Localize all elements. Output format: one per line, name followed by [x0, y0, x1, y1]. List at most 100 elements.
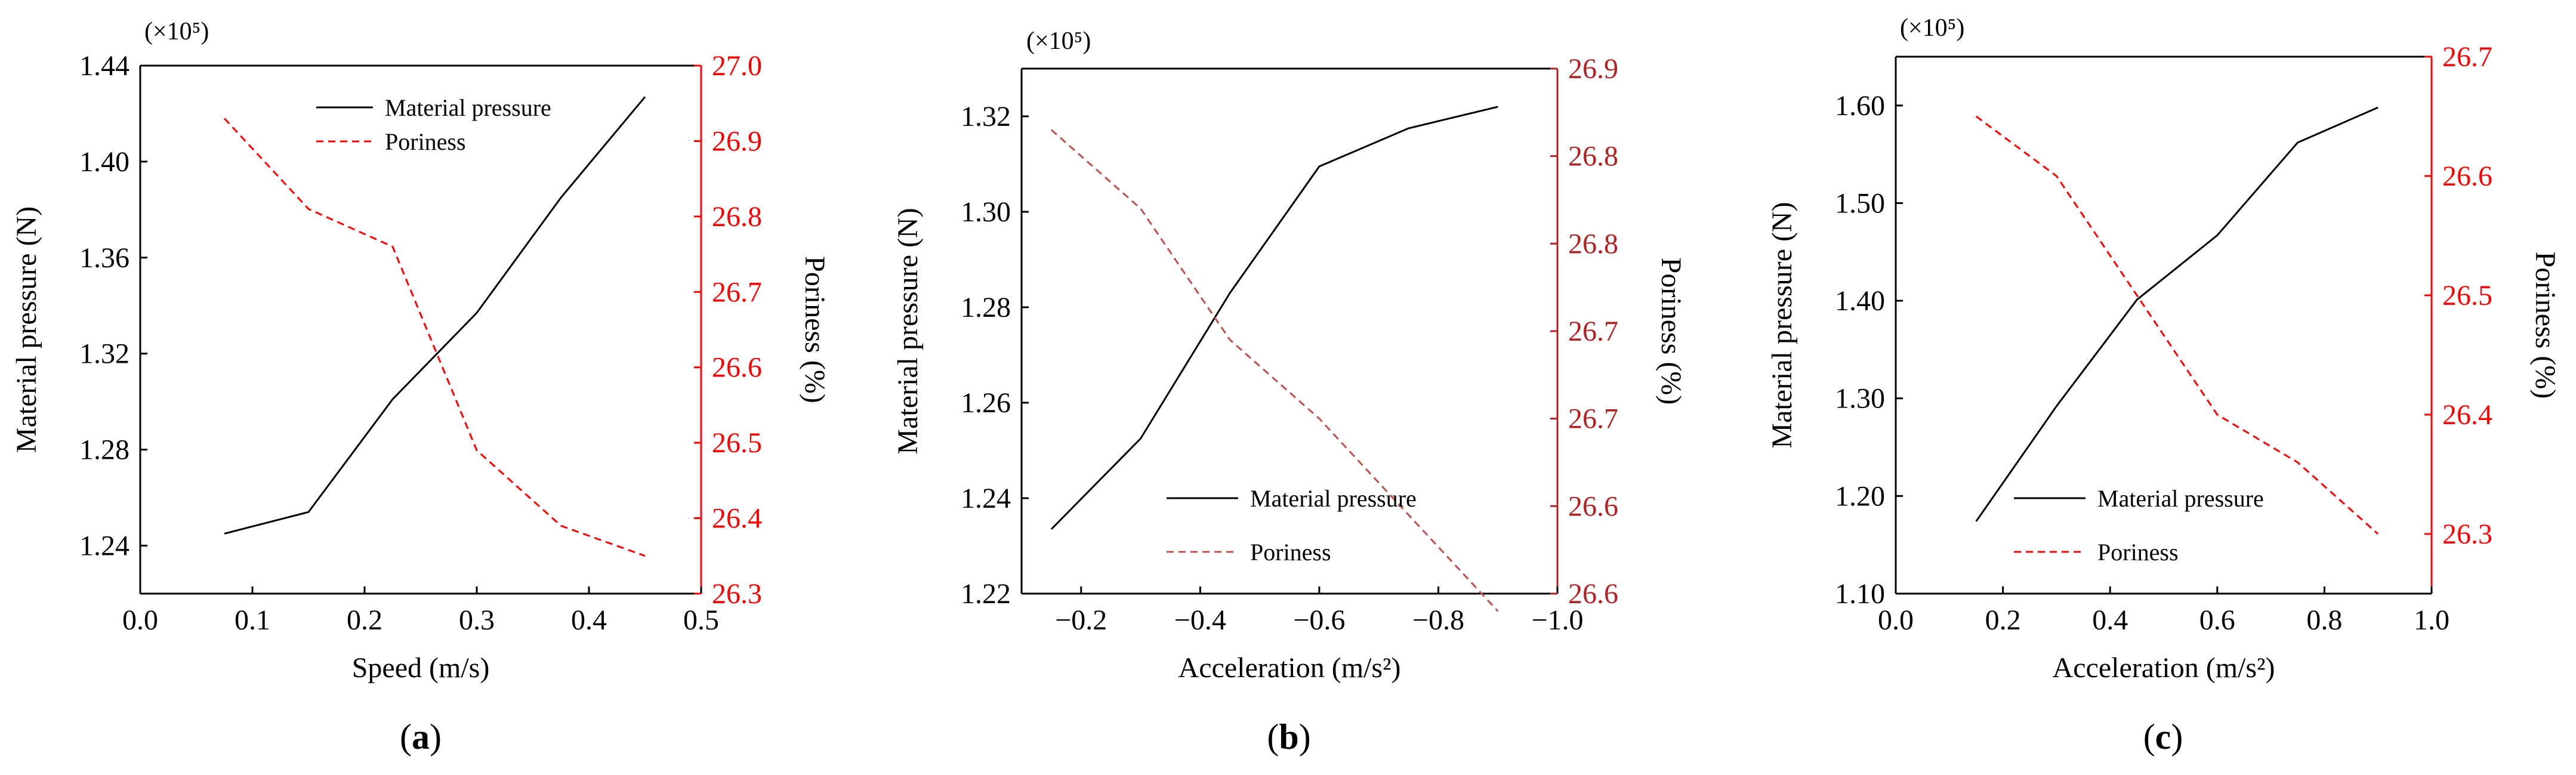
legend-label: Poriness: [2097, 539, 2179, 566]
data-point: [476, 311, 478, 314]
series-line-poriness: [1050, 129, 1499, 612]
y-right-tick-label: 26.9: [1568, 53, 1618, 85]
chart-panel-b: −0.2 −0.4 −0.6 −0.8 −1.0 1.22 1.24 1.26 1.28 1.30…: [892, 27, 1687, 757]
y-right-tick-label: 26.6: [1568, 578, 1618, 610]
y-left-tick-label: 1.28: [79, 434, 129, 466]
panel-label: (b): [1267, 717, 1310, 757]
data-point: [1229, 292, 1231, 294]
y-right-tick-label: 26.7: [1568, 403, 1618, 435]
y-right-tick-label: 26.4: [2442, 399, 2492, 431]
y-right-axis-title: Poriness (%): [2529, 252, 2561, 399]
y-left-tick-label: 1.30: [1835, 383, 1885, 415]
series-line-material-pressure: [1975, 106, 2378, 522]
y-right-tick-label: 26.7: [1568, 316, 1618, 347]
data-point: [2377, 533, 2379, 535]
series-line-material-pressure: [224, 96, 646, 535]
data-point: [644, 95, 646, 98]
data-point: [1050, 129, 1053, 131]
x-tick-label: 0.0: [1878, 604, 1914, 636]
y-left-tick-label: 1.32: [961, 101, 1011, 132]
y-left-tick-label: 1.32: [79, 338, 129, 370]
series-line-material-pressure: [1050, 106, 1498, 530]
legend: Material pressure Poriness: [2014, 485, 2264, 566]
data-point: [2297, 141, 2299, 144]
y-right-tick-label: 26.5: [2442, 280, 2492, 311]
x-tick-label: −1.0: [1531, 604, 1583, 636]
data-point: [2055, 405, 2057, 407]
y-right-tick-label: 26.6: [2442, 160, 2492, 192]
legend-label: Material pressure: [1250, 485, 1417, 512]
data-point: [223, 118, 226, 120]
y-left-tick-label: 1.28: [961, 292, 1011, 323]
x-tick-label: −0.4: [1174, 604, 1226, 636]
y-right-axis-title: Poriness (%): [1655, 258, 1687, 405]
data-point: [1050, 528, 1053, 530]
x-tick-label: 0.2: [1985, 604, 2021, 636]
y-right-tick-label: 26.3: [2442, 518, 2492, 550]
y-right-tick-label: 26.8: [1568, 228, 1618, 260]
multiplier-label: (×10⁵): [1900, 14, 1964, 42]
y-left-tick-label: 1.10: [1835, 578, 1885, 610]
y-left-tick-label: 1.40: [1835, 285, 1885, 317]
y-left-tick-label: 1.30: [961, 196, 1011, 228]
y-left-tick-label: 1.24: [79, 530, 129, 562]
y-left-tick-label: 1.22: [961, 578, 1011, 610]
y-right-tick-label: 27.0: [712, 50, 762, 82]
multiplier-label: (×10⁵): [144, 18, 209, 45]
y-right-tick-label: 26.6: [1568, 490, 1618, 522]
x-tick-label: 0.5: [683, 604, 719, 636]
data-point: [560, 196, 562, 199]
data-point: [476, 449, 478, 452]
data-point: [1497, 106, 1499, 108]
panel-label: (a): [400, 717, 442, 757]
data-point: [391, 245, 394, 248]
legend: Material pressure Poriness: [1167, 485, 1417, 566]
y-left-tick-label: 1.26: [961, 387, 1011, 419]
y-left-tick-label: 1.50: [1835, 187, 1885, 219]
x-axis-title: Speed (m/s): [352, 652, 490, 684]
data-point: [2216, 234, 2219, 236]
legend-label: Poriness: [1250, 539, 1331, 566]
data-point: [2136, 298, 2138, 301]
x-tick-label: 0.0: [122, 604, 158, 636]
data-point: [307, 208, 310, 210]
x-tick-label: 1.0: [2414, 604, 2449, 636]
data-point: [1408, 514, 1410, 516]
data-point: [1975, 115, 1977, 118]
y-right-tick-label: 26.4: [712, 503, 762, 535]
y-left-tick-label: 1.20: [1835, 480, 1885, 512]
series-line-poriness: [1975, 115, 2379, 535]
data-point: [1408, 127, 1410, 129]
legend-label: Material pressure: [2097, 485, 2264, 512]
data-point: [2216, 413, 2219, 416]
y-right-tick-label: 26.9: [712, 125, 762, 157]
y-right-tick-label: 26.5: [712, 427, 762, 459]
x-tick-label: 0.4: [2092, 604, 2128, 636]
x-tick-label: 0.1: [235, 604, 270, 636]
y-right-tick-label: 26.8: [712, 201, 762, 233]
series-line-poriness: [223, 118, 646, 557]
data-point: [307, 511, 310, 513]
y-left-tick-label: 1.44: [79, 50, 129, 82]
data-point: [223, 532, 226, 535]
x-tick-label: 0.6: [2199, 604, 2235, 636]
x-tick-label: −0.8: [1412, 604, 1464, 636]
y-right-tick-label: 26.6: [712, 352, 762, 384]
y-right-tick-label: 26.8: [1568, 141, 1618, 172]
chart-panel-a: 0.0 0.1 0.2 0.3 0.4 0.5 1.24 1.28 1.32 1.36 1.40 1.…: [11, 18, 831, 757]
y-left-tick-label: 1.24: [961, 483, 1011, 514]
x-axis-title: Acceleration (m/s²): [2053, 652, 2275, 684]
data-point: [1497, 610, 1499, 612]
data-point: [2377, 106, 2379, 109]
y-right-tick-label: 26.3: [712, 578, 762, 610]
data-point: [1318, 418, 1321, 420]
legend: Material pressure Poriness: [316, 94, 551, 155]
x-tick-label: 0.3: [459, 604, 495, 636]
x-tick-label: 0.8: [2306, 604, 2342, 636]
y-left-tick-label: 1.60: [1835, 90, 1885, 122]
y-right-tick-label: 26.7: [2442, 41, 2492, 73]
legend-label: Poriness: [385, 128, 466, 155]
data-point: [1229, 339, 1231, 341]
x-axis-title: Acceleration (m/s²): [1179, 652, 1401, 684]
